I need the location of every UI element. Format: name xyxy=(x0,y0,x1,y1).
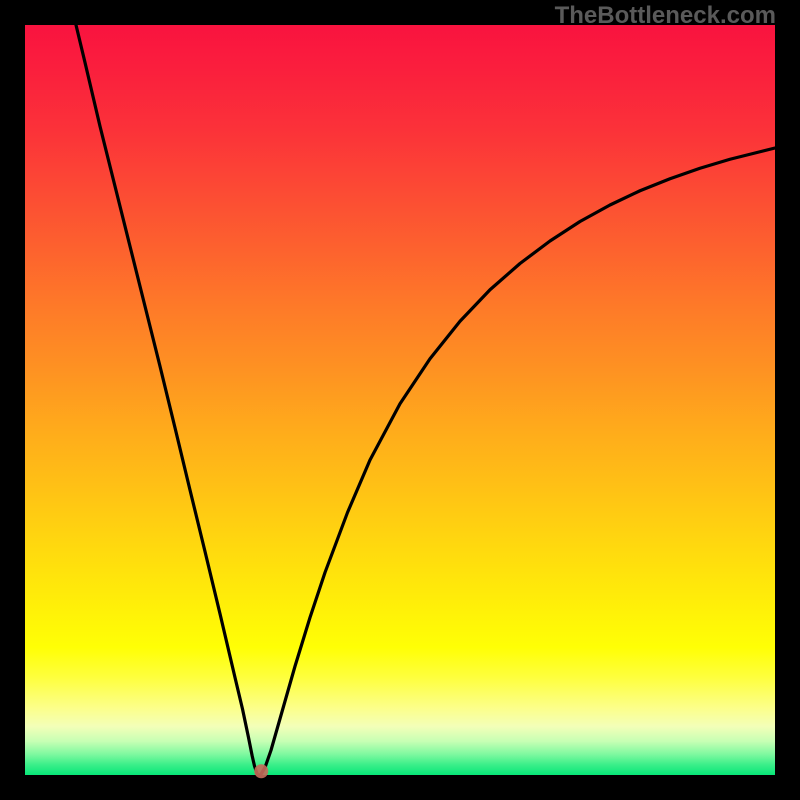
minimum-marker xyxy=(254,764,268,778)
chart-container: TheBottleneck.com xyxy=(0,0,800,800)
bottleneck-curve xyxy=(76,25,775,775)
curve-layer xyxy=(0,0,800,800)
watermark-text: TheBottleneck.com xyxy=(555,2,776,30)
